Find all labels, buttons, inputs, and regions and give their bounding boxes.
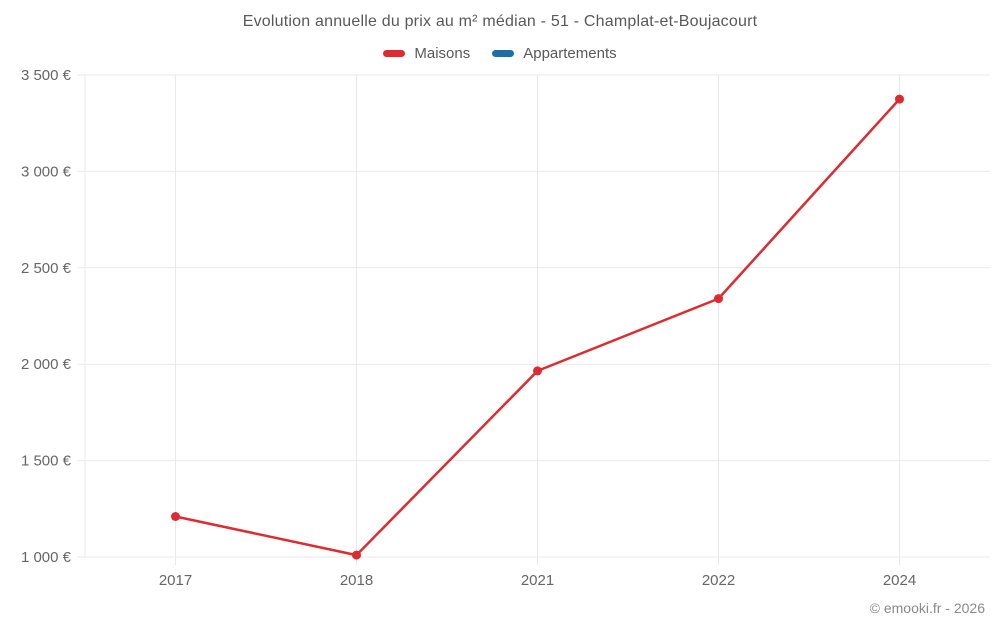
maisons-point-2018[interactable] xyxy=(352,550,361,560)
maisons-point-2017[interactable] xyxy=(171,512,180,521)
y-tick-label: 3 500 € xyxy=(21,67,72,84)
maisons-point-2021[interactable] xyxy=(533,366,542,376)
y-tick-label: 1 500 € xyxy=(21,453,72,470)
x-tick-label: 2024 xyxy=(883,572,916,589)
y-tick-label: 2 500 € xyxy=(21,260,72,277)
maisons-swatch-icon xyxy=(383,50,406,57)
legend: Maisons Appartements xyxy=(0,45,1000,62)
chart-title: Evolution annuelle du prix au m² médian … xyxy=(242,13,758,30)
legend-label-maisons: Maisons xyxy=(414,45,471,62)
y-tick-label: 1 000 € xyxy=(21,549,72,566)
y-tick-label: 2 000 € xyxy=(21,356,72,373)
x-tick-label: 2021 xyxy=(521,572,554,589)
x-tick-label: 2017 xyxy=(159,572,192,589)
x-tick-label: 2018 xyxy=(340,572,373,589)
legend-item-appartements[interactable]: Appartements xyxy=(492,45,617,62)
copyright-text: © emooki.fr - 2026 xyxy=(869,600,985,616)
maisons-point-2022[interactable] xyxy=(714,294,723,304)
legend-item-maisons[interactable]: Maisons xyxy=(383,45,470,62)
y-tick-label: 3 000 € xyxy=(21,163,72,180)
x-tick-label: 2022 xyxy=(702,572,735,589)
maisons-point-2024[interactable] xyxy=(895,94,904,104)
appartements-swatch-icon xyxy=(492,50,515,57)
legend-label-appartements: Appartements xyxy=(523,45,617,62)
